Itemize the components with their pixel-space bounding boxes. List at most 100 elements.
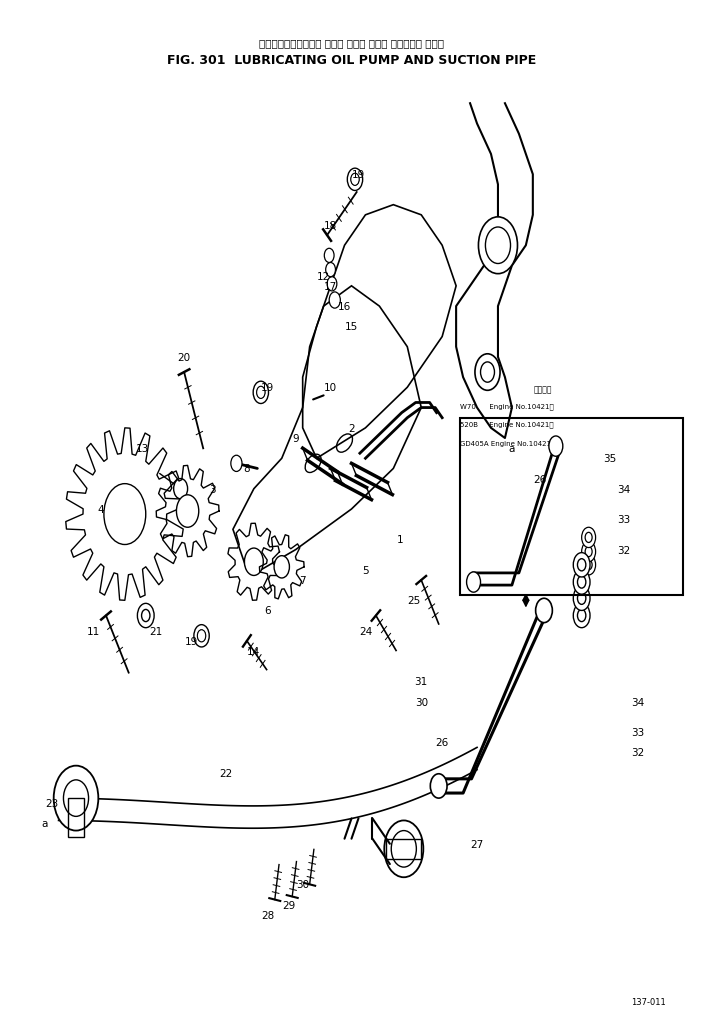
Circle shape [475,355,500,391]
Circle shape [104,484,146,545]
Text: 16: 16 [338,302,352,312]
Text: 5: 5 [362,566,369,576]
Text: 19: 19 [184,636,198,646]
Circle shape [141,609,150,622]
Text: 26: 26 [436,738,449,748]
Circle shape [392,830,416,867]
Circle shape [325,263,335,277]
Text: 13: 13 [136,443,149,453]
Circle shape [174,479,188,499]
Circle shape [479,218,517,274]
Circle shape [585,547,592,557]
Text: 7: 7 [299,576,306,586]
Circle shape [573,553,590,578]
Text: 9: 9 [292,433,299,443]
Text: 19: 19 [352,170,365,180]
Circle shape [274,556,290,579]
Circle shape [573,571,590,595]
Circle shape [231,455,242,472]
Text: a: a [509,443,515,453]
Text: 32: 32 [631,748,644,758]
Circle shape [585,560,592,571]
Circle shape [257,387,265,399]
Text: 34: 34 [617,484,630,494]
Text: 28: 28 [262,910,274,920]
Circle shape [194,625,209,647]
Circle shape [253,382,269,405]
Text: 27: 27 [470,839,484,849]
Circle shape [53,766,98,830]
Text: 24: 24 [359,626,372,636]
Text: 35: 35 [603,453,616,464]
Text: 520B     Engine No.10421－: 520B Engine No.10421－ [460,422,553,428]
Circle shape [577,593,586,604]
Circle shape [385,820,423,877]
Text: 33: 33 [617,515,630,525]
Circle shape [430,774,447,798]
Circle shape [352,174,359,185]
Circle shape [577,559,586,572]
Circle shape [467,573,481,593]
Circle shape [324,249,334,263]
Circle shape [257,387,264,398]
Text: 23: 23 [45,799,58,808]
Circle shape [536,599,553,623]
Text: FIG. 301  LUBRICATING OIL PUMP AND SUCTION PIPE: FIG. 301 LUBRICATING OIL PUMP AND SUCTIO… [167,53,536,66]
Text: 22: 22 [219,768,233,777]
Circle shape [347,169,363,192]
Circle shape [198,631,205,642]
Text: 3: 3 [209,484,215,494]
Text: 31: 31 [415,677,428,687]
Bar [67,798,84,837]
Text: 34: 34 [631,697,644,707]
Circle shape [485,228,510,264]
Text: 30: 30 [296,879,309,890]
Text: 12: 12 [317,271,330,281]
Circle shape [577,609,586,622]
Text: 32: 32 [617,545,630,555]
Text: 26: 26 [533,474,546,484]
Circle shape [549,436,563,457]
Text: a: a [41,818,48,828]
Circle shape [585,533,592,543]
Text: 1: 1 [397,535,404,545]
Circle shape [198,630,206,642]
Text: 137-011: 137-011 [631,998,665,1006]
Circle shape [581,555,595,576]
Text: 20: 20 [178,353,191,363]
Text: 10: 10 [324,383,337,393]
Text: 適用号番: 適用号番 [534,385,553,394]
Circle shape [245,548,263,576]
Text: 33: 33 [631,728,644,738]
Bar [460,418,683,596]
Circle shape [351,174,359,186]
Text: 29: 29 [282,900,295,910]
Text: 25: 25 [408,596,421,605]
Text: 17: 17 [324,281,337,291]
Text: 4: 4 [97,504,104,515]
Circle shape [137,603,154,628]
Circle shape [63,781,89,816]
Text: 14: 14 [247,646,261,656]
Circle shape [581,528,595,548]
Text: 19: 19 [262,383,274,393]
Circle shape [581,542,595,562]
Circle shape [327,277,337,291]
Text: 2: 2 [348,424,355,433]
Text: 21: 21 [150,626,163,636]
Circle shape [176,495,199,528]
Text: 30: 30 [415,697,428,707]
Bar [387,839,421,859]
Circle shape [573,603,590,628]
Text: 18: 18 [324,221,337,230]
Text: W70      Engine No.10421－: W70 Engine No.10421－ [460,404,553,410]
Circle shape [329,292,340,309]
Text: 8: 8 [243,464,250,474]
Circle shape [577,577,586,589]
Text: 15: 15 [345,322,358,332]
Text: GD405A Engine No.10421－: GD405A Engine No.10421－ [460,439,555,446]
Text: ルーブリケーティング オイル ポンプ および サクション パイプ: ルーブリケーティング オイル ポンプ および サクション パイプ [259,39,444,48]
Text: 11: 11 [87,626,100,636]
Circle shape [573,587,590,610]
Circle shape [481,363,494,383]
